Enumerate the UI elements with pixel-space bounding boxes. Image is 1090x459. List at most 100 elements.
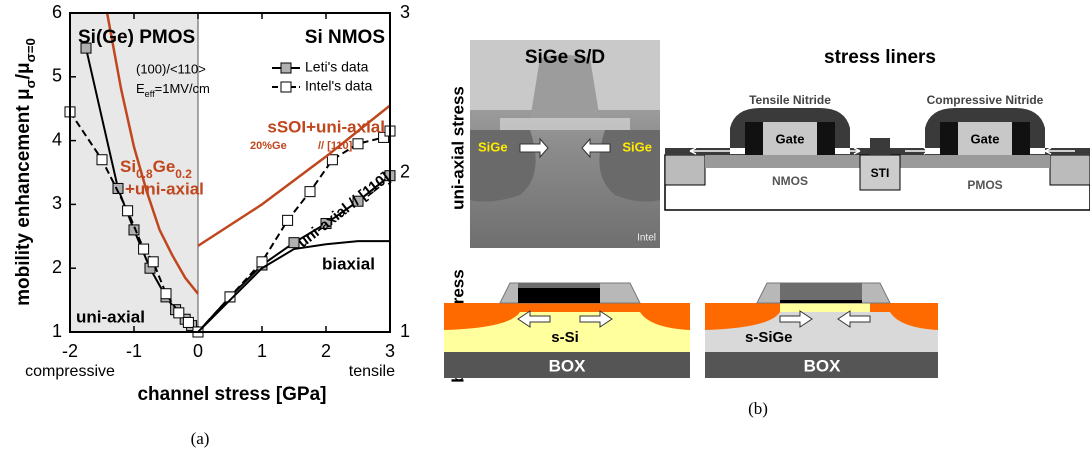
- annotation: (100)/<110>: [136, 61, 206, 76]
- marker: [182, 316, 194, 328]
- tem-title: SiGe S/D: [525, 47, 605, 68]
- y2-tick-label: 1: [400, 321, 410, 341]
- marker: [304, 186, 316, 198]
- text-part: /μ: [13, 62, 34, 79]
- marker: [96, 154, 108, 166]
- legend-marker: [280, 81, 292, 93]
- marker: [122, 205, 134, 217]
- text-part: mobility enhancement μ: [13, 88, 34, 306]
- channel: [780, 303, 870, 312]
- title: stress liners: [824, 47, 936, 68]
- tem-image: SiGe S/D SiGe SiGe Intel: [470, 40, 660, 248]
- arrow: [689, 147, 735, 155]
- marker: [80, 42, 92, 54]
- x-tick-label: -2: [62, 341, 78, 361]
- y2-tick-label: 2: [400, 161, 410, 181]
- spacer: [500, 118, 630, 130]
- annotation: // [110]: [318, 140, 353, 152]
- y-tick-label: 4: [52, 129, 62, 149]
- label: SiGe: [622, 139, 652, 154]
- marker: [282, 214, 294, 226]
- arrow: [517, 310, 551, 328]
- label: s-SiGe: [745, 329, 793, 346]
- biaxial-right: s-SiGe BOX: [705, 282, 938, 378]
- x-tick-label: -1: [126, 341, 142, 361]
- contact: [870, 138, 890, 155]
- caption: (a): [191, 429, 210, 448]
- arrow: [581, 137, 611, 159]
- gate: [958, 122, 1012, 155]
- marker: [147, 256, 159, 268]
- arrow: [845, 147, 861, 155]
- annotation: Eeff=1MV/cm: [136, 81, 210, 99]
- y-tick-label: 2: [52, 257, 62, 277]
- text-part: eff: [145, 89, 155, 99]
- marker: [128, 224, 140, 236]
- annotation: uni-axial // [110]: [294, 169, 393, 251]
- text-part: 0.2: [175, 167, 192, 181]
- x-tick-label: 0: [193, 341, 203, 361]
- source-drain: [444, 303, 690, 330]
- marker: [173, 307, 185, 319]
- label: NMOS: [772, 174, 808, 188]
- legend-label: Intel's data: [305, 78, 372, 94]
- y-axis-label: mobility enhancement μσ/μσ=0: [13, 38, 38, 306]
- x-tick-label: 1: [257, 341, 267, 361]
- shaded-region: [70, 13, 198, 332]
- label: PMOS: [967, 178, 1002, 192]
- annotation: Si(Ge) PMOS: [78, 27, 195, 48]
- label: Tensile Nitride: [749, 93, 831, 107]
- marker: [352, 138, 364, 150]
- marker: [224, 291, 236, 303]
- marker: [160, 288, 172, 300]
- annotation: uni-axial: [76, 307, 145, 326]
- text-part: =1MV/cm: [155, 81, 210, 96]
- label: s-Si: [551, 329, 579, 346]
- annotation: Si0.8Ge0.2: [120, 157, 192, 181]
- label: Gate: [971, 131, 1000, 146]
- label: Compressive Nitride: [927, 93, 1044, 107]
- text-part: E: [136, 81, 145, 96]
- label: BOX: [549, 356, 587, 375]
- arrow: [779, 310, 813, 328]
- row-label: uni-axial stress: [448, 86, 467, 210]
- text-part: 0.8: [136, 167, 153, 181]
- sti: [1049, 154, 1090, 186]
- arrow: [837, 310, 871, 328]
- y-tick-label: 6: [52, 2, 62, 22]
- legend-label: Leti's data: [305, 59, 369, 75]
- marker: [288, 237, 300, 249]
- annotation: +uni-axial: [125, 179, 204, 198]
- label: STI: [871, 166, 890, 180]
- box: [705, 352, 938, 378]
- gate: [780, 283, 862, 303]
- sti: [664, 154, 706, 186]
- marker: [256, 256, 268, 268]
- annotation: biaxial: [322, 254, 375, 273]
- annotation: Si NMOS: [305, 27, 385, 48]
- series-line: [105, 12, 199, 295]
- marker: [378, 131, 390, 143]
- marker: [352, 195, 364, 207]
- arrow: [1044, 147, 1075, 155]
- annotation: tensile: [349, 363, 395, 380]
- x-axis-label: channel stress [GPa]: [137, 384, 326, 405]
- stress-liners: stress liners Tensile Nitride Compressiv…: [664, 47, 1090, 211]
- annotation: sSOI+uni-axial: [267, 117, 385, 136]
- series-line: [197, 240, 390, 333]
- marker: [326, 154, 338, 166]
- gate-oxide: [518, 288, 600, 303]
- arrow: [579, 310, 613, 328]
- source-drain: [705, 303, 938, 330]
- y2-tick-label: 3: [400, 2, 410, 22]
- plot-frame: [69, 12, 391, 333]
- text-part: Si: [120, 157, 136, 176]
- x-tick-label: 2: [321, 341, 331, 361]
- box: [444, 352, 690, 378]
- text-part: σ: [23, 79, 38, 88]
- label: Gate: [776, 131, 805, 146]
- gate: [530, 55, 600, 120]
- label: BOX: [804, 356, 842, 375]
